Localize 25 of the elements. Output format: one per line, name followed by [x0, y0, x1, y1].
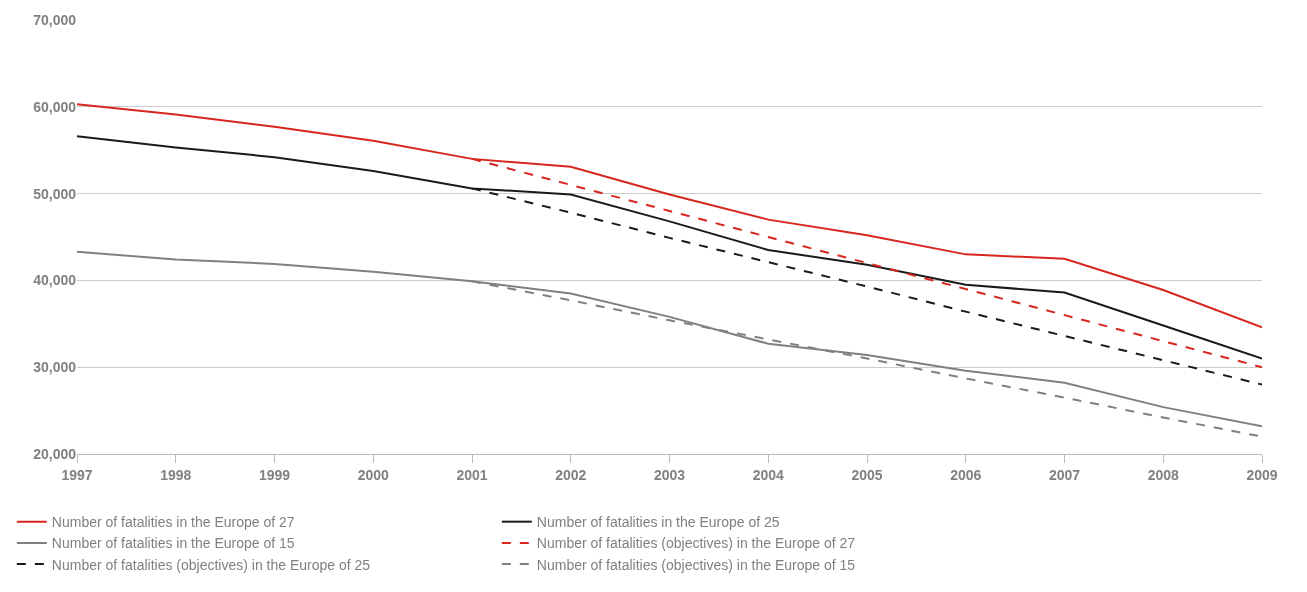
x-tick-label: 2005 — [851, 466, 883, 483]
x-tick-label: 2003 — [653, 466, 686, 483]
x-tick-label: 2006 — [950, 466, 982, 483]
x-tick-label: 2007 — [1048, 466, 1081, 483]
legend-label: Number of fatalities (objectives) in the Europe of 27 — [536, 535, 856, 552]
x-tick-label: 2001 — [456, 466, 488, 483]
legend-label: Number of fatalities (objectives) in the Europe of 15 — [536, 556, 856, 573]
legend-label: Number of fatalities (objectives) in the Europe of 25 — [51, 556, 371, 573]
x-tick-label: 1997 — [61, 466, 93, 483]
x-tick-label: 1999 — [258, 466, 291, 483]
x-tick-label: 2002 — [555, 466, 587, 483]
x-tick-label: 2008 — [1147, 466, 1180, 483]
legend-label: Number of fatalities in the Europe of 15 — [51, 535, 295, 552]
y-tick-label: 30,000 — [33, 359, 77, 376]
x-tick-label: 2000 — [357, 466, 390, 483]
y-tick-label: 60,000 — [33, 98, 77, 115]
x-tick-label: 2004 — [752, 466, 785, 483]
y-tick-label: 50,000 — [33, 185, 77, 202]
x-tick-label: 1998 — [160, 466, 192, 483]
y-tick-label: 20,000 — [33, 445, 77, 462]
y-tick-label: 70,000 — [33, 11, 77, 28]
legend-label: Number of fatalities in the Europe of 27 — [51, 514, 295, 531]
x-tick-label: 2009 — [1246, 466, 1278, 483]
y-tick-label: 40,000 — [33, 272, 77, 289]
legend-label: Number of fatalities in the Europe of 25 — [536, 514, 780, 531]
